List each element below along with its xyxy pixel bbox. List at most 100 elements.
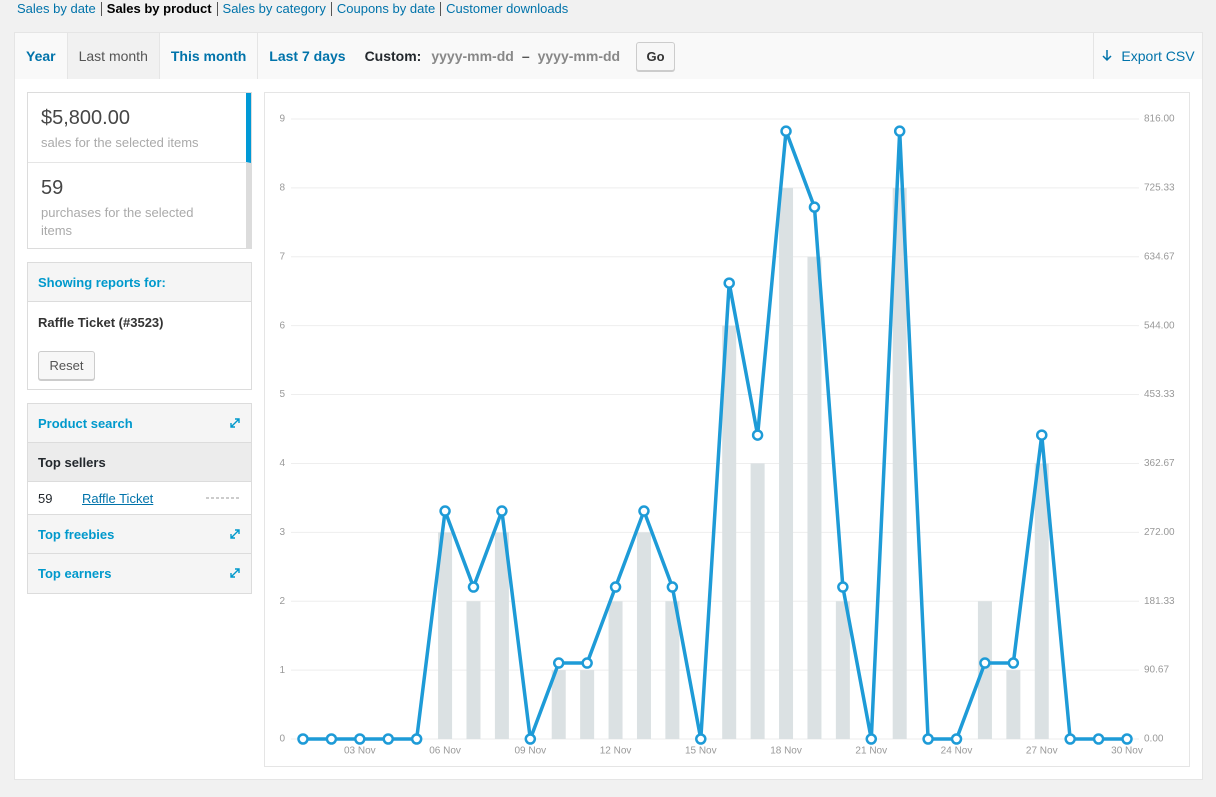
seller-name[interactable]: Raffle Ticket xyxy=(82,490,154,506)
bar xyxy=(750,463,765,739)
point xyxy=(581,657,593,669)
x-tick-label: 27 Nov xyxy=(1026,746,1058,757)
bar xyxy=(665,601,680,739)
y2-tick-label: 725.33 xyxy=(1144,183,1175,194)
point xyxy=(354,733,366,745)
point xyxy=(496,505,508,517)
date-from[interactable]: yyyy-mm-dd xyxy=(431,48,514,64)
x-tick-label: 18 Nov xyxy=(770,746,802,757)
point xyxy=(410,733,423,745)
point xyxy=(638,505,650,517)
point xyxy=(1064,733,1076,745)
widget-title[interactable]: Top earners xyxy=(38,565,112,581)
y-tick-label: 1 xyxy=(279,665,285,676)
range-tab[interactable]: This month xyxy=(160,33,259,79)
point xyxy=(382,733,394,745)
point xyxy=(893,125,906,137)
point xyxy=(666,581,679,593)
seller-count: 59 xyxy=(38,490,53,506)
point xyxy=(467,581,480,593)
nav-link[interactable]: Sales by product xyxy=(100,2,217,16)
custom-label: Custom: xyxy=(364,48,422,64)
y2-tick-label: 90.67 xyxy=(1144,665,1169,676)
bar xyxy=(779,187,794,739)
expand-icon[interactable] xyxy=(229,417,241,429)
widget-header[interactable]: Top earners xyxy=(28,554,251,592)
bar xyxy=(608,601,623,739)
sparkline xyxy=(206,497,240,499)
x-tick-label: 06 Nov xyxy=(429,746,461,757)
point xyxy=(751,429,764,441)
nav-link[interactable]: Sales by category xyxy=(216,2,331,16)
point xyxy=(808,201,821,213)
point xyxy=(325,733,338,745)
tab-list: Year Last month This month Last 7 days xyxy=(15,33,357,79)
x-tick-label: 30 Nov xyxy=(1111,746,1143,757)
y2-tick-label: 362.67 xyxy=(1144,458,1175,469)
widget-header: Top sellers xyxy=(28,443,251,482)
summary-value: 59 xyxy=(41,177,64,199)
nav-link[interactable]: Customer downloads xyxy=(440,2,573,16)
widgets-box: Product search Top sellers 59 Raffle Tic… xyxy=(27,403,252,594)
nav-link[interactable]: Coupons by date xyxy=(330,2,440,16)
point xyxy=(979,657,991,669)
range-tab[interactable]: Last 7 days xyxy=(269,48,346,64)
x-tick-label: 03 Nov xyxy=(344,746,376,757)
point xyxy=(552,657,565,669)
y2-tick-label: 272.00 xyxy=(1144,527,1175,538)
bar xyxy=(1006,670,1021,739)
seller-row: 59 Raffle Ticket xyxy=(28,482,251,515)
download-icon xyxy=(1102,50,1112,62)
filter-product: Raffle Ticket (#3523) xyxy=(38,315,164,330)
line xyxy=(303,129,1127,741)
x-tick-label: 15 Nov xyxy=(685,746,717,757)
point xyxy=(439,505,451,517)
export-csv[interactable]: Export CSV xyxy=(1093,33,1202,79)
date-to[interactable]: yyyy-mm-dd xyxy=(537,48,621,64)
y-tick-label: 7 xyxy=(279,251,285,262)
point xyxy=(780,125,792,137)
range-tab[interactable]: Year xyxy=(15,33,68,79)
y2-tick-label: 816.00 xyxy=(1144,114,1175,125)
y2-tick-label: 634.67 xyxy=(1144,251,1175,262)
y-tick-label: 2 xyxy=(279,596,285,607)
x-tick-label: 21 Nov xyxy=(855,746,887,757)
bar xyxy=(466,601,481,739)
go-button[interactable]: Go xyxy=(636,41,676,71)
point xyxy=(950,733,963,745)
expand-icon[interactable] xyxy=(229,528,241,540)
point xyxy=(837,581,849,593)
summary-item[interactable]: 59 purchases for the selected items xyxy=(28,163,251,249)
reset-button[interactable]: Reset xyxy=(38,351,95,380)
widget-header[interactable]: Top freebies xyxy=(28,515,251,554)
y2-tick-label: 0.00 xyxy=(1144,734,1164,745)
summary-label: purchases for the selected items xyxy=(41,205,194,238)
range-tab[interactable]: Last month xyxy=(67,33,160,79)
widget-header[interactable]: Product search xyxy=(28,404,251,443)
export-label[interactable]: Export CSV xyxy=(1121,48,1195,64)
widget-title: Top sellers xyxy=(38,454,106,470)
summary-item[interactable]: $5,800.00 sales for the selected items xyxy=(28,93,251,163)
chart: 0 1 2 3 4 5 6 7 8 9 0.00 90.67 181.33 272.00 362.67 453… xyxy=(264,92,1190,767)
bar xyxy=(438,532,453,739)
point xyxy=(922,733,934,745)
summary-label: sales for the selected items xyxy=(41,135,199,150)
y2-tick-label: 453.33 xyxy=(1144,389,1175,400)
filter-title: Showing reports for: xyxy=(28,263,251,302)
point xyxy=(524,733,537,745)
bar xyxy=(636,532,651,739)
widget-title[interactable]: Top freebies xyxy=(38,526,115,542)
point xyxy=(1092,733,1105,745)
widget-title[interactable]: Product search xyxy=(38,415,133,431)
y2-tick-label: 544.00 xyxy=(1144,320,1175,331)
point xyxy=(1007,657,1020,669)
nav-link[interactable]: Sales by date xyxy=(17,1,96,16)
point xyxy=(723,277,735,289)
expand-icon[interactable] xyxy=(229,567,241,579)
bar xyxy=(494,532,509,739)
y-tick-label: 0 xyxy=(279,734,285,745)
y-tick-label: 6 xyxy=(279,320,285,331)
point xyxy=(609,581,622,593)
summary-box: $5,800.00 sales for the selected items 5… xyxy=(27,92,252,249)
